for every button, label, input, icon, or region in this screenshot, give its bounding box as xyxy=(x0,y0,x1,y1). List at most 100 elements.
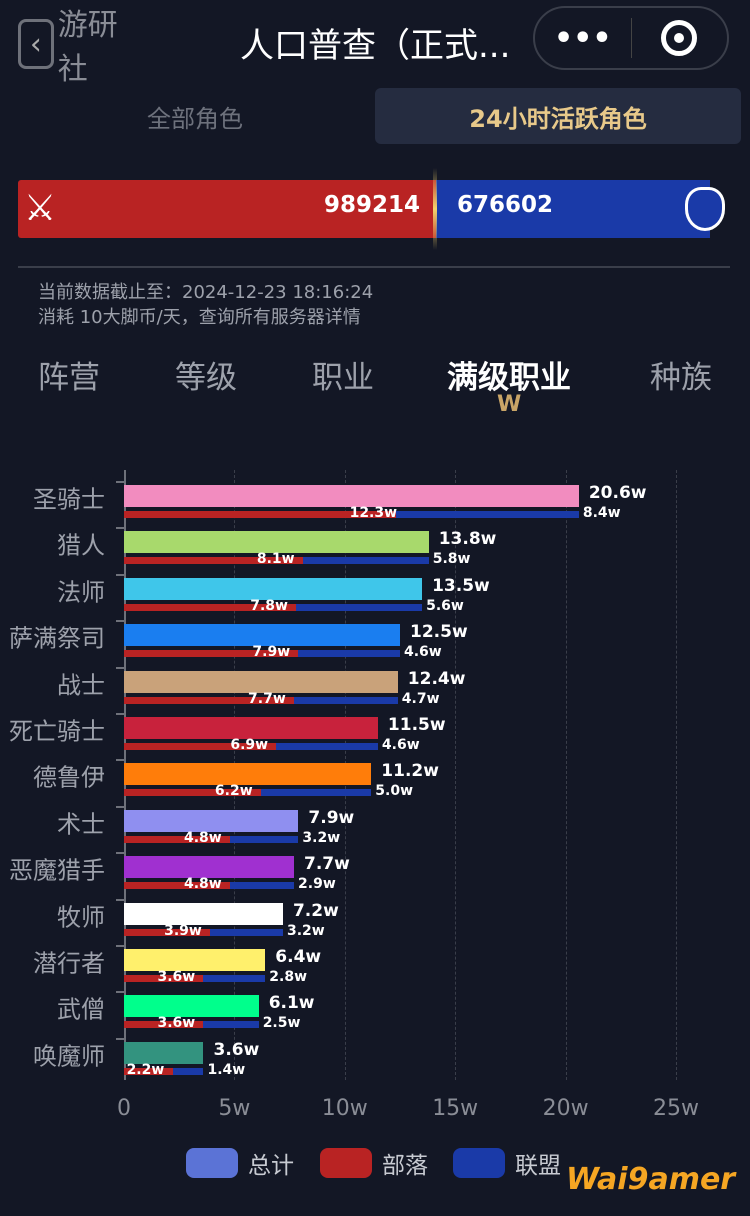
divider xyxy=(18,266,730,268)
total-value-label: 12.4w xyxy=(407,668,466,689)
alliance-bar xyxy=(276,743,378,750)
total-bar xyxy=(124,949,266,971)
tab-all-characters[interactable]: 全部角色 xyxy=(147,104,243,133)
horde-value-label: 7.8w xyxy=(250,597,288,614)
legend-label: 联盟 xyxy=(515,1153,561,1179)
tab-active-24h[interactable]: 24小时活跃角色 xyxy=(375,88,741,144)
gridline xyxy=(455,470,457,1080)
y-tick xyxy=(116,620,124,623)
total-bar xyxy=(124,763,372,786)
active-tab-indicator-icon: W xyxy=(497,392,522,417)
total-value-label: 7.7w xyxy=(304,854,350,875)
legend-total[interactable]: 总计 xyxy=(186,1146,294,1180)
horde-value-label: 2.2w xyxy=(126,1061,165,1078)
horde-bar xyxy=(124,603,297,611)
total-bar xyxy=(124,717,378,739)
horde-bar xyxy=(124,789,261,797)
alliance-bar xyxy=(229,835,299,843)
total-bar xyxy=(124,809,299,832)
total-value-label: 13.8w xyxy=(438,529,497,550)
horde-value-label: 3.9w xyxy=(164,922,202,939)
total-value-label: 13.5w xyxy=(432,575,490,596)
total-value-label: 12.5w xyxy=(410,622,468,643)
tab-level[interactable]: 等级 xyxy=(175,360,237,396)
total-bar xyxy=(124,485,579,507)
alliance-bar xyxy=(260,789,372,797)
alliance-value-label: 8.4w xyxy=(582,505,621,521)
horde-bar xyxy=(124,975,204,982)
legend-swatch xyxy=(186,1148,238,1178)
y-tick xyxy=(116,573,124,576)
tab-max-level-class[interactable]: 满级职业 xyxy=(447,360,571,396)
x-tick-label: 5w xyxy=(218,1096,251,1121)
total-bar xyxy=(124,1041,204,1064)
category-label: 法师 xyxy=(57,578,105,607)
category-label: 德鲁伊 xyxy=(33,763,105,792)
total-value-label: 6.1w xyxy=(268,993,315,1014)
legend-alliance[interactable]: 联盟 xyxy=(453,1146,561,1180)
horde-value-label: 3.6w xyxy=(157,1015,196,1032)
close-button[interactable] xyxy=(632,20,728,56)
category-label: 恶魔猎手 xyxy=(9,856,105,885)
horde-value-label: 12.3w xyxy=(349,505,398,521)
alliance-value-label: 5.0w xyxy=(375,783,414,800)
page-title: 人口普查（正式... xyxy=(240,26,511,66)
capsule-divider xyxy=(630,18,632,58)
horde-value-label: 3.6w xyxy=(157,969,196,985)
alliance-value-label: 1.4w xyxy=(207,1061,246,1078)
horde-bar xyxy=(124,557,303,565)
y-tick xyxy=(116,759,124,762)
more-button[interactable]: ••• xyxy=(553,20,612,56)
total-value-label: 11.5w xyxy=(387,715,446,735)
y-tick xyxy=(116,666,124,669)
alliance-value-label: 4.6w xyxy=(381,737,420,753)
tab-class[interactable]: 职业 xyxy=(312,360,374,396)
gridline xyxy=(676,470,677,1080)
miniprogram-capsule: ••• xyxy=(533,6,729,70)
app-logo[interactable]: ‹ 游研社 xyxy=(18,8,128,87)
horde-bar xyxy=(124,511,396,518)
alliance-bar xyxy=(298,650,400,658)
category-label: 猎人 xyxy=(57,531,105,560)
back-icon[interactable]: ‹ xyxy=(18,19,54,69)
alliance-value-label: 4.6w xyxy=(404,644,442,661)
horde-bar xyxy=(124,882,230,890)
legend-label: 部落 xyxy=(382,1153,428,1179)
class-population-chart: 0 5w 10w 15w 20w 25w 圣骑士 20.6w 8.4w 12.3w 猎人 13.8w 5… xyxy=(0,470,750,1130)
total-bar xyxy=(124,995,259,1018)
alliance-value-label: 2.5w xyxy=(262,1015,301,1032)
alliance-bar xyxy=(210,928,283,936)
alliance-value-label: 5.6w xyxy=(426,597,464,614)
category-label: 萨满祭司 xyxy=(9,624,105,653)
horde-icon: ⚔ xyxy=(23,188,57,229)
tab-race[interactable]: 种族 xyxy=(650,360,712,396)
total-bar xyxy=(124,624,400,647)
alliance-bar xyxy=(395,511,579,518)
alliance-bar xyxy=(172,1067,204,1075)
server-detail-link[interactable]: 消耗 10大脚币/天，查询所有服务器详情 xyxy=(38,307,361,328)
watermark-logo: Wai9amer xyxy=(566,1162,736,1197)
alliance-count: 676602 xyxy=(457,192,554,218)
horde-value-label: 4.8w xyxy=(183,829,222,846)
y-tick xyxy=(116,991,124,994)
total-value-label: 6.4w xyxy=(275,947,322,967)
tab-faction[interactable]: 阵营 xyxy=(38,360,100,396)
horde-bar xyxy=(124,1067,173,1075)
total-value-label: 7.9w xyxy=(308,807,355,828)
legend-swatch xyxy=(453,1148,505,1178)
legend-horde[interactable]: 部落 xyxy=(320,1146,428,1180)
category-label: 唤魔师 xyxy=(33,1042,105,1071)
y-tick xyxy=(116,713,124,715)
x-tick-label: 10w xyxy=(321,1096,368,1121)
horde-bar xyxy=(124,928,211,936)
y-tick xyxy=(116,805,124,808)
legend-swatch xyxy=(320,1148,372,1178)
legend-label: 总计 xyxy=(248,1153,294,1179)
y-tick xyxy=(116,945,124,947)
total-bar xyxy=(124,902,283,925)
horde-population-bar xyxy=(18,180,436,238)
horde-value-label: 6.9w xyxy=(230,737,269,753)
total-value-label: 20.6w xyxy=(588,483,647,503)
total-bar xyxy=(124,670,398,693)
horde-value-label: 8.1w xyxy=(256,551,295,568)
